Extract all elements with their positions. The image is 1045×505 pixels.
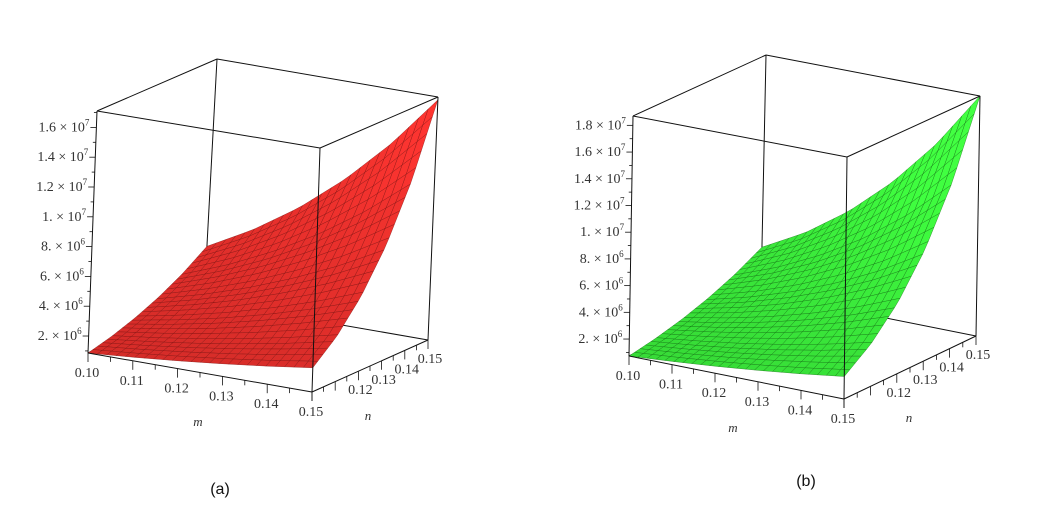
z-tick-mantissa: 6. × 10 [40,269,79,284]
z-tick-exponent: 6 [618,329,623,339]
z-tick-mantissa: 1. × 10 [42,210,81,225]
n-axis-label: n [906,410,913,425]
m-tick-label: 0.10 [75,366,100,381]
z-tick-mantissa: 1. × 10 [580,225,619,240]
z-tick-label: 4. × 106 [579,302,623,320]
n-axis-label: n [365,408,372,423]
n-tick-label: 0.15 [418,352,443,367]
surface-patch [834,369,851,377]
z-tick-exponent: 7 [621,115,626,125]
z-tick-mantissa: 6. × 10 [579,279,618,294]
z-tick-mantissa: 1.4 × 10 [574,172,620,187]
n-tick-label: 0.13 [371,373,396,388]
z-tick-exponent: 7 [84,147,89,157]
surface-patch [302,360,319,369]
z-tick-mantissa: 8. × 10 [580,252,619,267]
z-tick-mantissa: 1.4 × 10 [37,150,83,165]
z-tick-label: 1.2 × 107 [574,195,625,213]
z-tick-exponent: 7 [620,222,625,232]
z-tick-exponent: 6 [78,296,83,306]
n-tick-label: 0.12 [348,383,373,398]
z-tick-exponent: 6 [618,302,623,312]
z-tick-exponent: 7 [620,195,625,205]
m-tick-label: 0.12 [164,382,189,397]
m-axis-label: m [728,420,737,435]
surface [628,95,981,377]
z-tick-mantissa: 1.2 × 10 [36,180,82,195]
box-edge-front-left-vertical [628,115,634,357]
box-edge-top-front [632,115,848,158]
m-tick-label: 0.11 [659,378,683,393]
z-tick-exponent: 7 [82,207,87,217]
z-tick-exponent: 6 [77,326,82,336]
z-tick-exponent: 6 [79,266,84,276]
m-tick-label: 0.13 [745,395,770,410]
z-tick-label: 1.6 × 107 [574,142,625,160]
m-tick-label: 0.11 [120,374,144,389]
z-tick-mantissa: 1.6 × 10 [38,120,84,135]
box-edge-top-right [846,95,981,158]
z-tick-label: 1.4 × 107 [574,169,625,187]
m-axis-label: m [193,414,202,429]
surface [87,99,439,369]
m-tick-label: 0.14 [254,397,279,412]
z-tick-label: 6. × 106 [579,276,623,294]
caption-b: (b) [796,473,816,490]
z-tick-label: 8. × 106 [580,249,624,267]
m-tick-label: 0.12 [702,386,727,401]
box-edge-top-back [216,58,439,98]
m-tick-label: 0.15 [299,405,324,420]
z-tick-exponent: 6 [619,249,624,259]
z-tick-label: 6. × 106 [40,266,84,284]
z-tick-label: 1. × 107 [42,207,86,225]
box-edge-back-right-vertical [427,96,439,341]
z-tick-exponent: 7 [620,169,625,179]
z-tick-label: 2. × 106 [38,326,82,344]
n-tick-label: 0.14 [939,361,964,376]
z-tick-label: 2. × 106 [578,329,622,347]
box-edge-top-back [765,54,981,97]
z-tick-mantissa: 4. × 10 [39,299,78,314]
z-tick-mantissa: 1.2 × 10 [574,198,620,213]
z-tick-exponent: 7 [621,142,626,152]
box-edge-top-left [632,54,767,117]
caption-a: (a) [210,481,230,498]
z-tick-mantissa: 8. × 10 [41,240,80,255]
box-edge-front-right-vertical [311,147,321,393]
z-tick-exponent: 7 [83,177,88,187]
m-tick-label: 0.14 [788,403,813,418]
z-tick-label: 8. × 106 [41,237,85,255]
m-tick-label: 0.13 [209,389,234,404]
z-tick-label: 1.4 × 107 [37,147,88,165]
z-tick-label: 4. × 106 [39,296,83,314]
z-tick-exponent: 6 [619,276,624,286]
z-tick-exponent: 6 [80,237,85,247]
box-edge-top-right [319,96,439,149]
z-tick-mantissa: 1.8 × 10 [575,118,621,133]
n-tick-label: 0.13 [913,373,938,388]
z-tick-label: 1. × 107 [580,222,624,240]
z-tick-mantissa: 1.6 × 10 [574,145,620,160]
z-tick-mantissa: 4. × 10 [579,305,618,320]
z-tick-label: 1.8 × 107 [575,115,626,133]
n-tick-label: 0.14 [395,362,420,377]
m-tick-label: 0.10 [616,369,641,384]
z-tick-label: 1.2 × 107 [36,177,87,195]
m-tick-label: 0.15 [831,412,856,427]
n-tick-label: 0.15 [966,348,991,363]
z-tick-exponent: 7 [85,117,90,127]
z-tick-mantissa: 2. × 10 [578,332,617,347]
box-edge-back-right-vertical [975,95,981,337]
box-edge-top-front [96,110,321,149]
n-tick-label: 0.12 [887,386,912,401]
z-tick-mantissa: 2. × 10 [38,329,77,344]
box-edge-top-left [96,58,218,112]
z-tick-label: 1.6 × 107 [38,117,89,135]
box-edge-front-right-vertical [843,156,848,400]
